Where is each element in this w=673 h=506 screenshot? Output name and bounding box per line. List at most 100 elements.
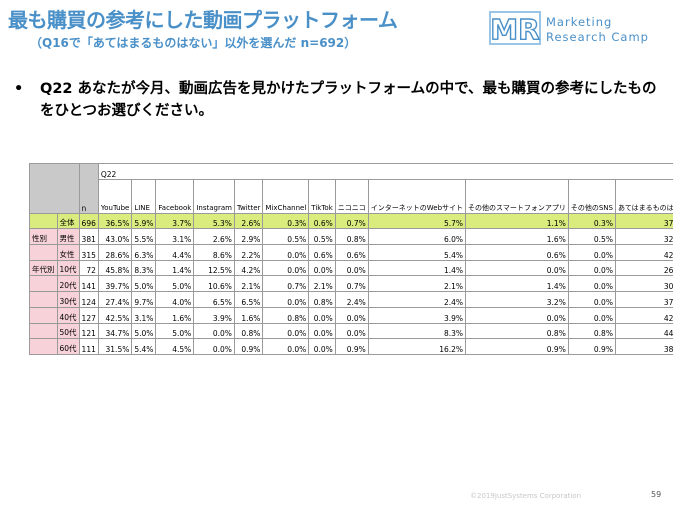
value-cell: 0.9% — [465, 338, 569, 355]
value-cell: 0.0% — [567, 275, 616, 293]
value-cell: 0.9% — [567, 338, 616, 355]
value-cell: 16.2% — [367, 338, 467, 355]
table-row: 60代 111 31.5% 5.4% 4.5% 0.0% 0.9% 0.0% 0.0% 0.9% 1… — [29, 338, 673, 355]
value-cell: 0.0% — [193, 338, 235, 355]
table-row: 40代 127 42.5% 3.1% 1.6% 3.9% 1.6% 0.8% 0.0% 0.0% 3… — [29, 306, 673, 324]
row-label-cell: 10代 — [56, 259, 80, 277]
value-cell: 5.0% — [131, 322, 157, 340]
row-group-cell — [29, 244, 58, 261]
value-cell: 5.7% — [367, 212, 467, 230]
value-cell: 6.5% — [233, 291, 264, 308]
value-cell: 42.5% — [614, 244, 673, 261]
value-cell: 0.3% — [262, 212, 310, 230]
value-cell: 12.5% — [193, 259, 235, 277]
value-cell: 36.5% — [97, 212, 133, 230]
value-cell: 10.6% — [193, 275, 235, 293]
value-cell: 0.5% — [567, 228, 616, 246]
column-header: Twitter — [233, 178, 264, 214]
row-n-cell: 696 — [78, 212, 99, 230]
row-label-cell: 男性 — [56, 228, 80, 246]
value-cell: 0.0% — [465, 259, 569, 277]
value-cell: 3.2% — [465, 291, 569, 308]
value-cell: 27.4% — [97, 291, 133, 308]
value-cell: 8.6% — [193, 244, 235, 261]
n-header-cell: n — [78, 163, 99, 214]
question-header-cell: Q22 — [97, 163, 673, 180]
value-cell: 0.3% — [567, 212, 616, 230]
value-cell: 42.5% — [97, 306, 133, 324]
value-cell: 37.2% — [614, 212, 673, 230]
column-header: その他のスマートフォンアプリ — [465, 178, 569, 214]
column-header: ニコニコ — [334, 178, 369, 214]
copyright-text: ©2019JustSystems Corporation — [470, 492, 582, 500]
table-row: 20代 141 39.7% 5.0% 5.0% 10.6% 2.1% 0.7% 2.1% 0.7%… — [29, 275, 673, 293]
row-group-cell — [29, 275, 58, 293]
value-cell: 1.6% — [233, 306, 264, 324]
row-group-cell: 性別 — [29, 228, 58, 246]
value-cell: 0.0% — [567, 244, 616, 261]
column-header: あてはまるものはない — [614, 178, 673, 214]
value-cell: 6.3% — [131, 244, 157, 261]
value-cell: 26.4% — [614, 259, 673, 277]
value-cell: 2.2% — [233, 244, 264, 261]
value-cell: 1.6% — [465, 228, 569, 246]
row-group-cell — [29, 212, 58, 230]
value-cell: 0.7% — [334, 275, 369, 293]
value-cell: 5.5% — [131, 228, 157, 246]
value-cell: 5.3% — [193, 212, 235, 230]
value-cell: 3.9% — [193, 306, 235, 324]
value-cell: 4.0% — [155, 291, 195, 308]
value-cell: 0.0% — [308, 338, 336, 355]
value-cell: 43.0% — [97, 228, 133, 246]
value-cell: 0.0% — [334, 322, 369, 340]
value-cell: 1.4% — [155, 259, 195, 277]
value-cell: 4.5% — [155, 338, 195, 355]
value-cell: 42.5% — [614, 306, 673, 324]
row-label-cell: 30代 — [56, 291, 80, 308]
value-cell: 4.4% — [155, 244, 195, 261]
value-cell: 0.5% — [262, 228, 310, 246]
table-row: 年代別 10代 72 45.8% 8.3% 1.4% 12.5% 4.2% 0.0% 0.0% 0.… — [29, 259, 673, 277]
value-cell: 2.9% — [233, 228, 264, 246]
value-cell: 0.6% — [308, 212, 336, 230]
value-cell: 2.1% — [233, 275, 264, 293]
mr-logo-icon: MR — [489, 11, 541, 47]
logo-text-line2: Research Camp — [546, 30, 649, 44]
column-header: MixChannel — [262, 178, 310, 214]
column-header: YouTube — [97, 178, 133, 214]
value-cell: 0.8% — [465, 322, 569, 340]
value-cell: 0.6% — [465, 244, 569, 261]
value-cell: 0.0% — [308, 259, 336, 277]
value-cell: 4.2% — [233, 259, 264, 277]
table-corner-cell — [29, 163, 80, 214]
value-cell: 0.0% — [262, 338, 310, 355]
row-label-cell: 40代 — [56, 306, 80, 324]
value-cell: 5.0% — [131, 275, 157, 293]
value-cell: 5.0% — [155, 275, 195, 293]
value-cell: 8.3% — [367, 322, 467, 340]
table-row: 50代 121 34.7% 5.0% 5.0% 0.0% 0.8% 0.0% 0.0% 0.0% 8… — [29, 322, 673, 340]
value-cell: 0.8% — [262, 306, 310, 324]
value-cell: 0.0% — [308, 322, 336, 340]
value-cell: 0.0% — [308, 306, 336, 324]
row-n-cell: 127 — [78, 306, 99, 324]
row-group-cell — [29, 291, 58, 308]
column-header: LINE — [131, 178, 157, 214]
column-header: その他のSNS — [567, 178, 616, 214]
value-cell: 0.8% — [567, 322, 616, 340]
value-cell: 0.0% — [262, 291, 310, 308]
page-number: 59 — [651, 490, 662, 499]
value-cell: 0.0% — [567, 259, 616, 277]
column-header: インターネットのWebサイト — [367, 178, 467, 214]
table-row: 性別 男性 381 43.0% 5.5% 3.1% 2.6% 2.9% 0.5% 0.5% 0.8%… — [29, 228, 673, 246]
value-cell: 38.7% — [614, 338, 673, 355]
row-n-cell: 315 — [78, 244, 99, 261]
value-cell: 0.5% — [308, 228, 336, 246]
row-label-cell: 全体 — [56, 212, 80, 230]
row-n-cell: 124 — [78, 291, 99, 308]
value-cell: 1.4% — [465, 275, 569, 293]
svg-text:MR: MR — [490, 13, 539, 46]
value-cell: 3.1% — [131, 306, 157, 324]
column-header: TikTok — [308, 178, 336, 214]
value-cell: 0.0% — [262, 322, 310, 340]
